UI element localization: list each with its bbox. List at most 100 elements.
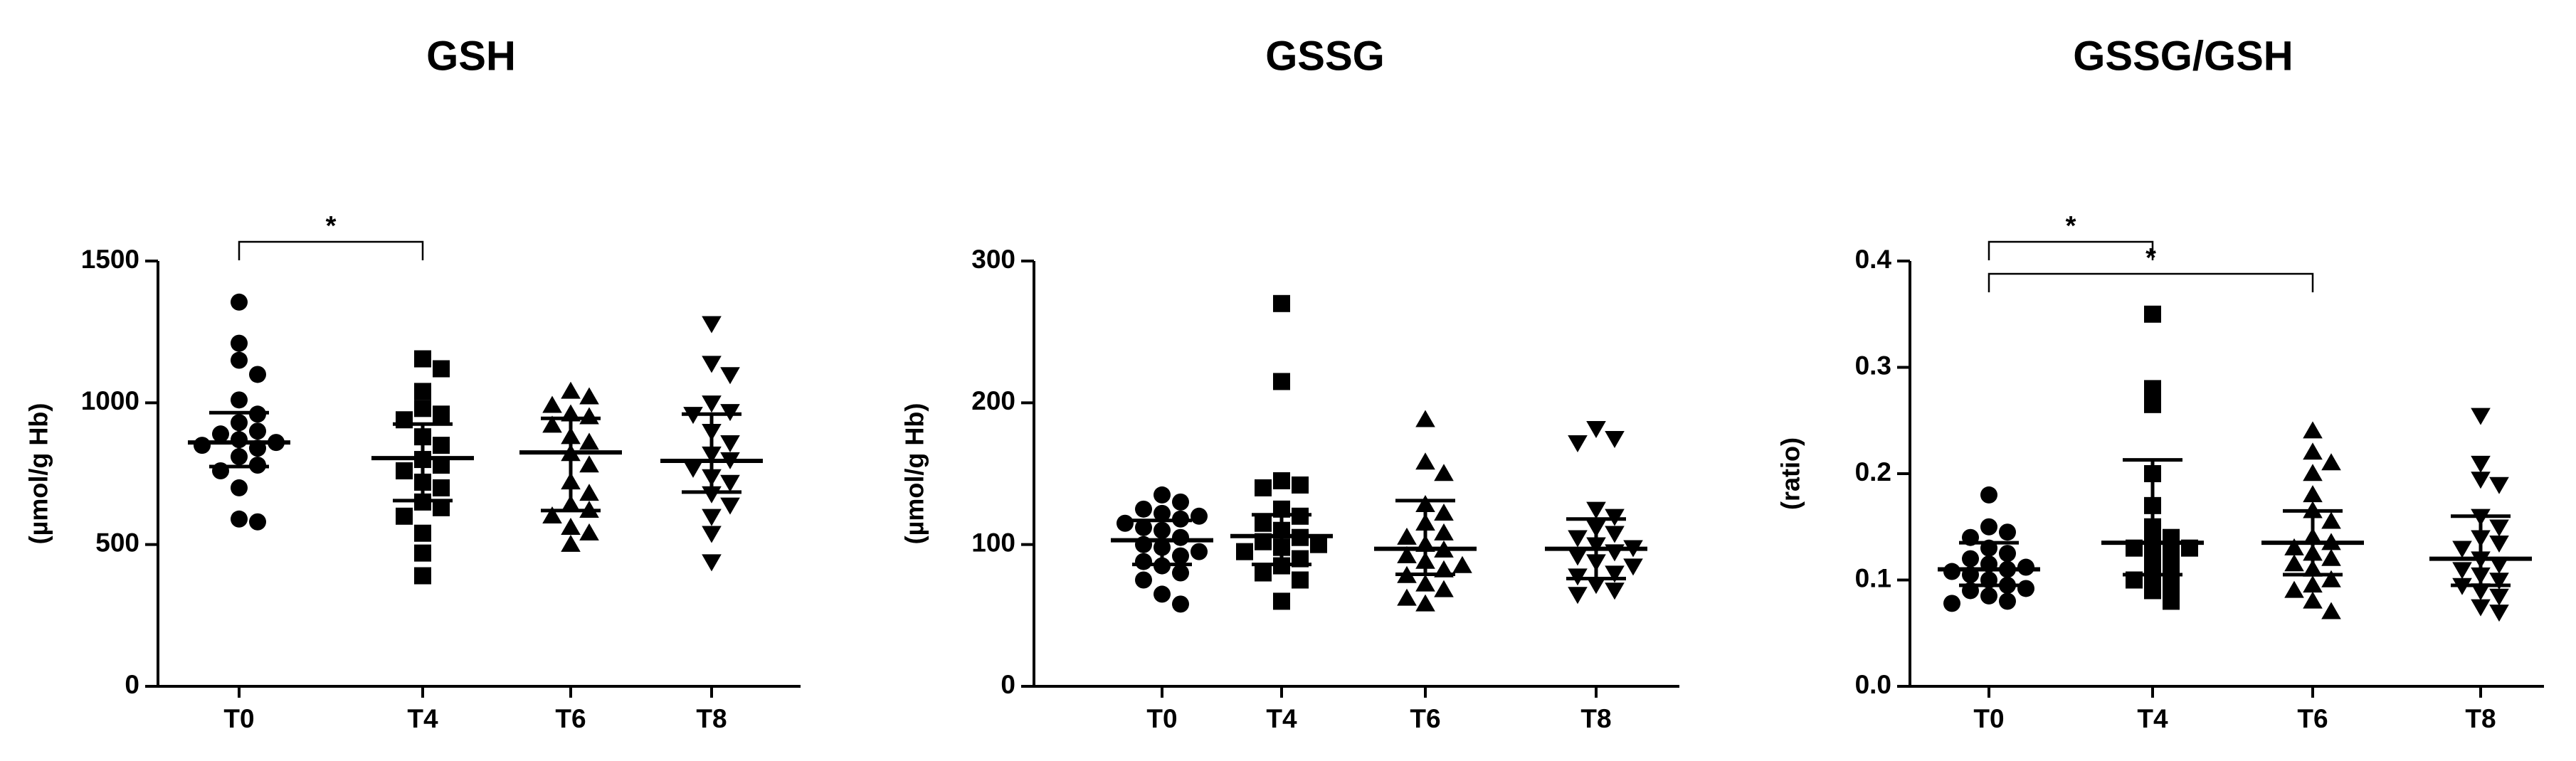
y-tick-label: 100 xyxy=(971,528,1015,557)
x-tick-label: T0 xyxy=(1973,704,2004,733)
data-point xyxy=(1586,520,1606,538)
data-point xyxy=(249,422,266,440)
data-point xyxy=(1605,430,1625,448)
data-point xyxy=(561,495,581,513)
data-point xyxy=(1980,571,1997,589)
y-tick-label: 500 xyxy=(95,528,139,557)
data-point xyxy=(1568,435,1588,452)
data-point xyxy=(579,432,599,450)
data-point xyxy=(1154,557,1171,575)
data-point xyxy=(2321,453,2341,471)
data-point xyxy=(1191,507,1208,525)
data-point xyxy=(720,367,740,385)
data-point xyxy=(1154,585,1171,603)
data-point xyxy=(2471,530,2491,548)
data-point xyxy=(561,517,581,535)
data-point xyxy=(1191,543,1208,560)
data-point xyxy=(2017,580,2034,597)
data-point xyxy=(2144,518,2161,536)
y-tick-label: 300 xyxy=(971,245,1015,274)
data-point xyxy=(720,435,740,452)
data-point xyxy=(579,501,599,518)
x-tick-label: T4 xyxy=(1266,704,1297,733)
data-point xyxy=(2303,442,2323,460)
significance-label: * xyxy=(2066,211,2076,241)
x-tick-label: T6 xyxy=(555,704,586,733)
significance-bracket: * xyxy=(1988,211,2154,260)
data-point xyxy=(1273,557,1290,575)
data-point xyxy=(231,448,248,466)
series-T6 xyxy=(2261,421,2364,619)
data-point xyxy=(1980,587,1997,605)
data-point xyxy=(1172,595,1189,613)
data-point xyxy=(414,567,431,585)
data-point xyxy=(2303,543,2323,561)
data-point xyxy=(683,407,703,425)
y-axis-label: (µmol/g Hb) xyxy=(900,403,929,545)
y-tick-label: 0.0 xyxy=(1855,670,1891,699)
data-point xyxy=(1434,580,1454,597)
data-point xyxy=(2303,421,2323,439)
data-point xyxy=(1999,576,2016,594)
data-point xyxy=(1117,514,1134,532)
data-point xyxy=(1273,538,1290,556)
data-point xyxy=(1980,518,1997,536)
bracket-line xyxy=(1988,272,2314,292)
data-point xyxy=(2126,571,2143,589)
series-T0 xyxy=(1111,486,1213,613)
y-tick-label: 200 xyxy=(971,386,1015,415)
data-point xyxy=(702,526,722,543)
data-point xyxy=(2303,527,2323,545)
data-point xyxy=(2321,548,2341,566)
data-point xyxy=(579,484,599,501)
y-axis-label: (ratio) xyxy=(1776,437,1805,510)
data-point xyxy=(1415,594,1435,612)
data-point xyxy=(1292,550,1309,568)
data-point xyxy=(561,427,581,445)
data-point xyxy=(433,437,450,454)
series-T0 xyxy=(188,293,290,531)
x-tick-label: T4 xyxy=(2137,704,2168,733)
chart-panel-1: GSH (µmol/g Hb) 0 500 1000 1500 T0 T4 T6 T8 * xyxy=(24,33,801,733)
data-point xyxy=(1154,504,1171,522)
data-point xyxy=(1397,565,1417,583)
bracket-line xyxy=(1988,240,2154,260)
significance-label: * xyxy=(326,211,337,241)
data-point xyxy=(2303,464,2323,481)
data-point xyxy=(2163,592,2180,610)
data-point xyxy=(231,479,248,496)
chart-title: GSSG/GSH xyxy=(2073,33,2293,79)
data-point xyxy=(249,457,266,474)
data-point xyxy=(2144,566,2161,584)
data-point xyxy=(231,391,248,409)
series-T6 xyxy=(1374,410,1477,612)
data-point xyxy=(2144,582,2161,600)
data-point xyxy=(1273,472,1290,489)
data-point xyxy=(433,499,450,516)
data-point xyxy=(2471,599,2491,617)
data-point xyxy=(1980,486,1997,504)
data-point xyxy=(1605,526,1625,543)
data-point xyxy=(1273,373,1290,390)
data-point xyxy=(1999,592,2016,610)
data-point xyxy=(231,351,248,369)
data-point xyxy=(414,350,431,368)
data-point xyxy=(1135,500,1152,518)
data-point xyxy=(2471,567,2491,585)
data-point xyxy=(1605,565,1625,583)
data-point xyxy=(1172,564,1189,582)
data-point xyxy=(1273,592,1290,610)
data-point xyxy=(1434,560,1454,578)
data-point xyxy=(1397,588,1417,606)
series-T8 xyxy=(2429,408,2532,622)
data-point xyxy=(2452,562,2472,580)
data-point xyxy=(2303,501,2323,518)
data-point xyxy=(1273,294,1290,312)
data-point xyxy=(1415,452,1435,470)
data-point xyxy=(702,316,722,334)
data-point xyxy=(1586,537,1606,555)
data-point xyxy=(720,404,740,422)
data-point xyxy=(2321,602,2341,619)
data-point xyxy=(1999,523,2016,541)
